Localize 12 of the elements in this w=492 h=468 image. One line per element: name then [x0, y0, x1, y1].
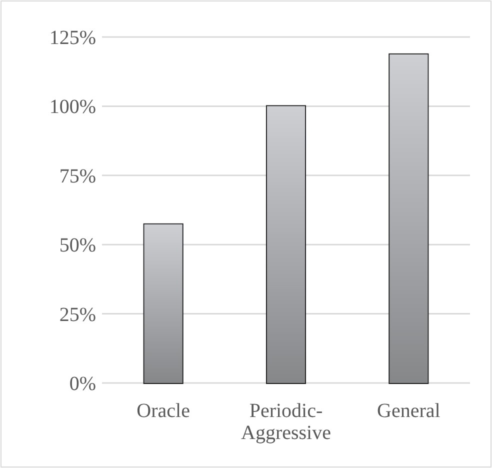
bar — [144, 224, 182, 383]
x-tick-label: Oracle — [136, 400, 190, 422]
y-tick-label: 50% — [59, 234, 96, 257]
y-tick-label: 100% — [49, 96, 96, 118]
y-tick-label: 25% — [59, 304, 96, 326]
bar — [266, 106, 306, 383]
x-tick-label: General — [377, 400, 441, 422]
x-tick-label: Periodic-Aggressive — [241, 400, 332, 444]
y-tick-label: 0% — [69, 373, 96, 395]
bar — [390, 54, 428, 383]
y-tick-label: 75% — [59, 165, 96, 188]
y-tick-label: 125% — [49, 27, 96, 49]
